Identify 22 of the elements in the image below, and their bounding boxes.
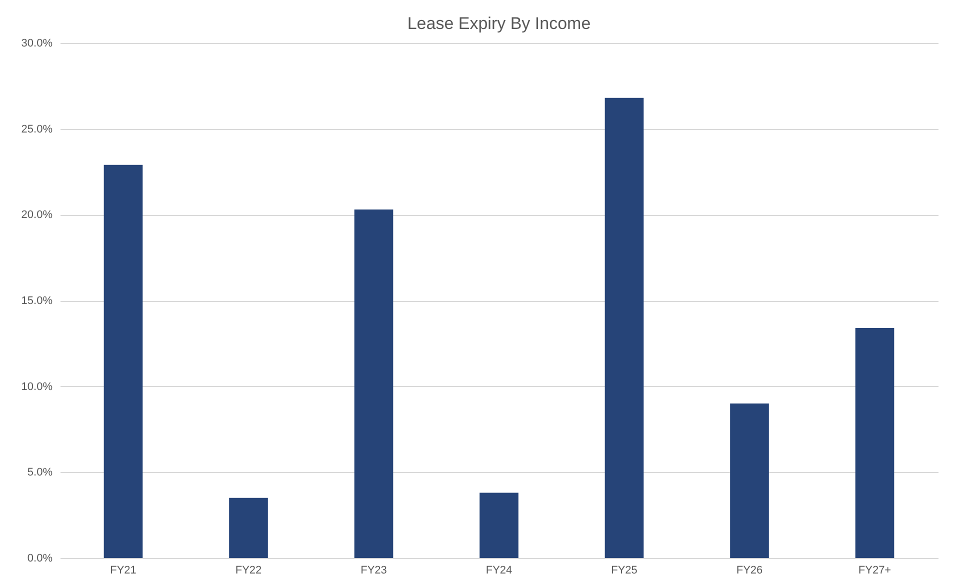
bar — [855, 328, 894, 558]
y-tick-label: 0.0% — [27, 552, 53, 564]
y-tick-label: 10.0% — [21, 380, 53, 393]
y-tick-label: 20.0% — [21, 209, 53, 222]
bar — [480, 492, 518, 558]
y-tick-label: 15.0% — [21, 295, 53, 307]
x-tick-label: FY23 — [360, 564, 387, 576]
bar — [730, 404, 769, 558]
bar — [604, 98, 644, 558]
bar — [104, 164, 143, 558]
bar — [354, 210, 394, 558]
y-tick-label: 30.0% — [21, 38, 53, 50]
bar — [229, 498, 268, 558]
x-tick-label: FY24 — [486, 564, 512, 576]
x-tick-label: FY27+ — [858, 564, 892, 576]
x-tick-label: FY21 — [110, 564, 136, 576]
chart-title: Lease Expiry By Income — [407, 14, 591, 33]
x-tick-label: FY22 — [235, 564, 262, 576]
y-tick-label: 25.0% — [21, 123, 53, 136]
y-tick-label: 5.0% — [27, 466, 53, 479]
x-tick-label: FY26 — [736, 564, 763, 576]
x-tick-label: FY25 — [611, 564, 638, 576]
